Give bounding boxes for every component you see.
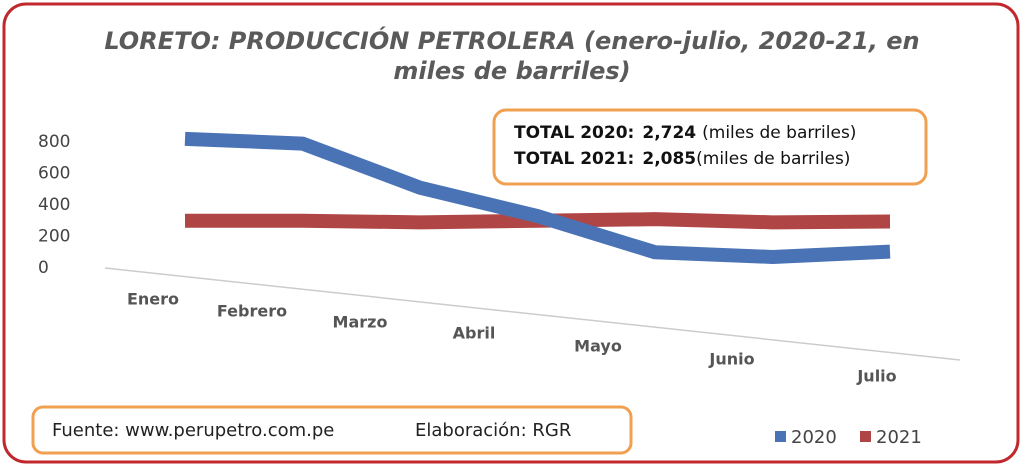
y-tick-label: 600 [38,164,70,184]
legend-swatch [860,431,871,442]
annotation-unit: (miles de barriles) [702,123,856,143]
annotation: TOTAL 2021: 2,085(miles de barriles) [514,149,850,169]
y-tick-label: 800 [38,132,70,152]
x-tick-label: Enero [127,290,179,309]
annotation-label: TOTAL 2020: [514,123,634,143]
annotation: TOTAL 2020: 2,724 (miles de barriles) [514,123,856,143]
annotation-value: 2,085 [642,149,696,169]
x-tick-label: Mayo [574,337,622,356]
chart-title: miles de barriles) [393,57,630,85]
x-tick-label: Abril [453,324,496,343]
y-tick-label: 200 [38,227,70,247]
x-tick-label: Marzo [333,313,388,332]
credit: Elaboración: RGR [415,420,571,441]
x-tick-label: Julio [856,367,896,386]
annotation-value: 2,724 [642,123,696,143]
line [184,131,891,264]
annotation-label: TOTAL 2021: [514,149,634,169]
source-box [31,405,633,455]
legend-swatch [775,431,786,442]
y-tick-label: 0 [38,258,49,278]
x-tick-label: Febrero [217,302,287,321]
y-tick-label: 400 [38,195,70,215]
legend-label: 2020 [791,427,837,448]
totals-box [492,108,928,186]
chart-title: LORETO: PRODUCCIÓN PETROLERA (enero-juli… [104,25,919,55]
x-tick-label: Junio [708,350,754,369]
annotation-unit: (miles de barriles) [696,149,850,169]
x-axis [104,267,961,361]
legend-label: 2021 [876,427,922,448]
source: Fuente: www.perupetro.com.pe [52,420,334,441]
